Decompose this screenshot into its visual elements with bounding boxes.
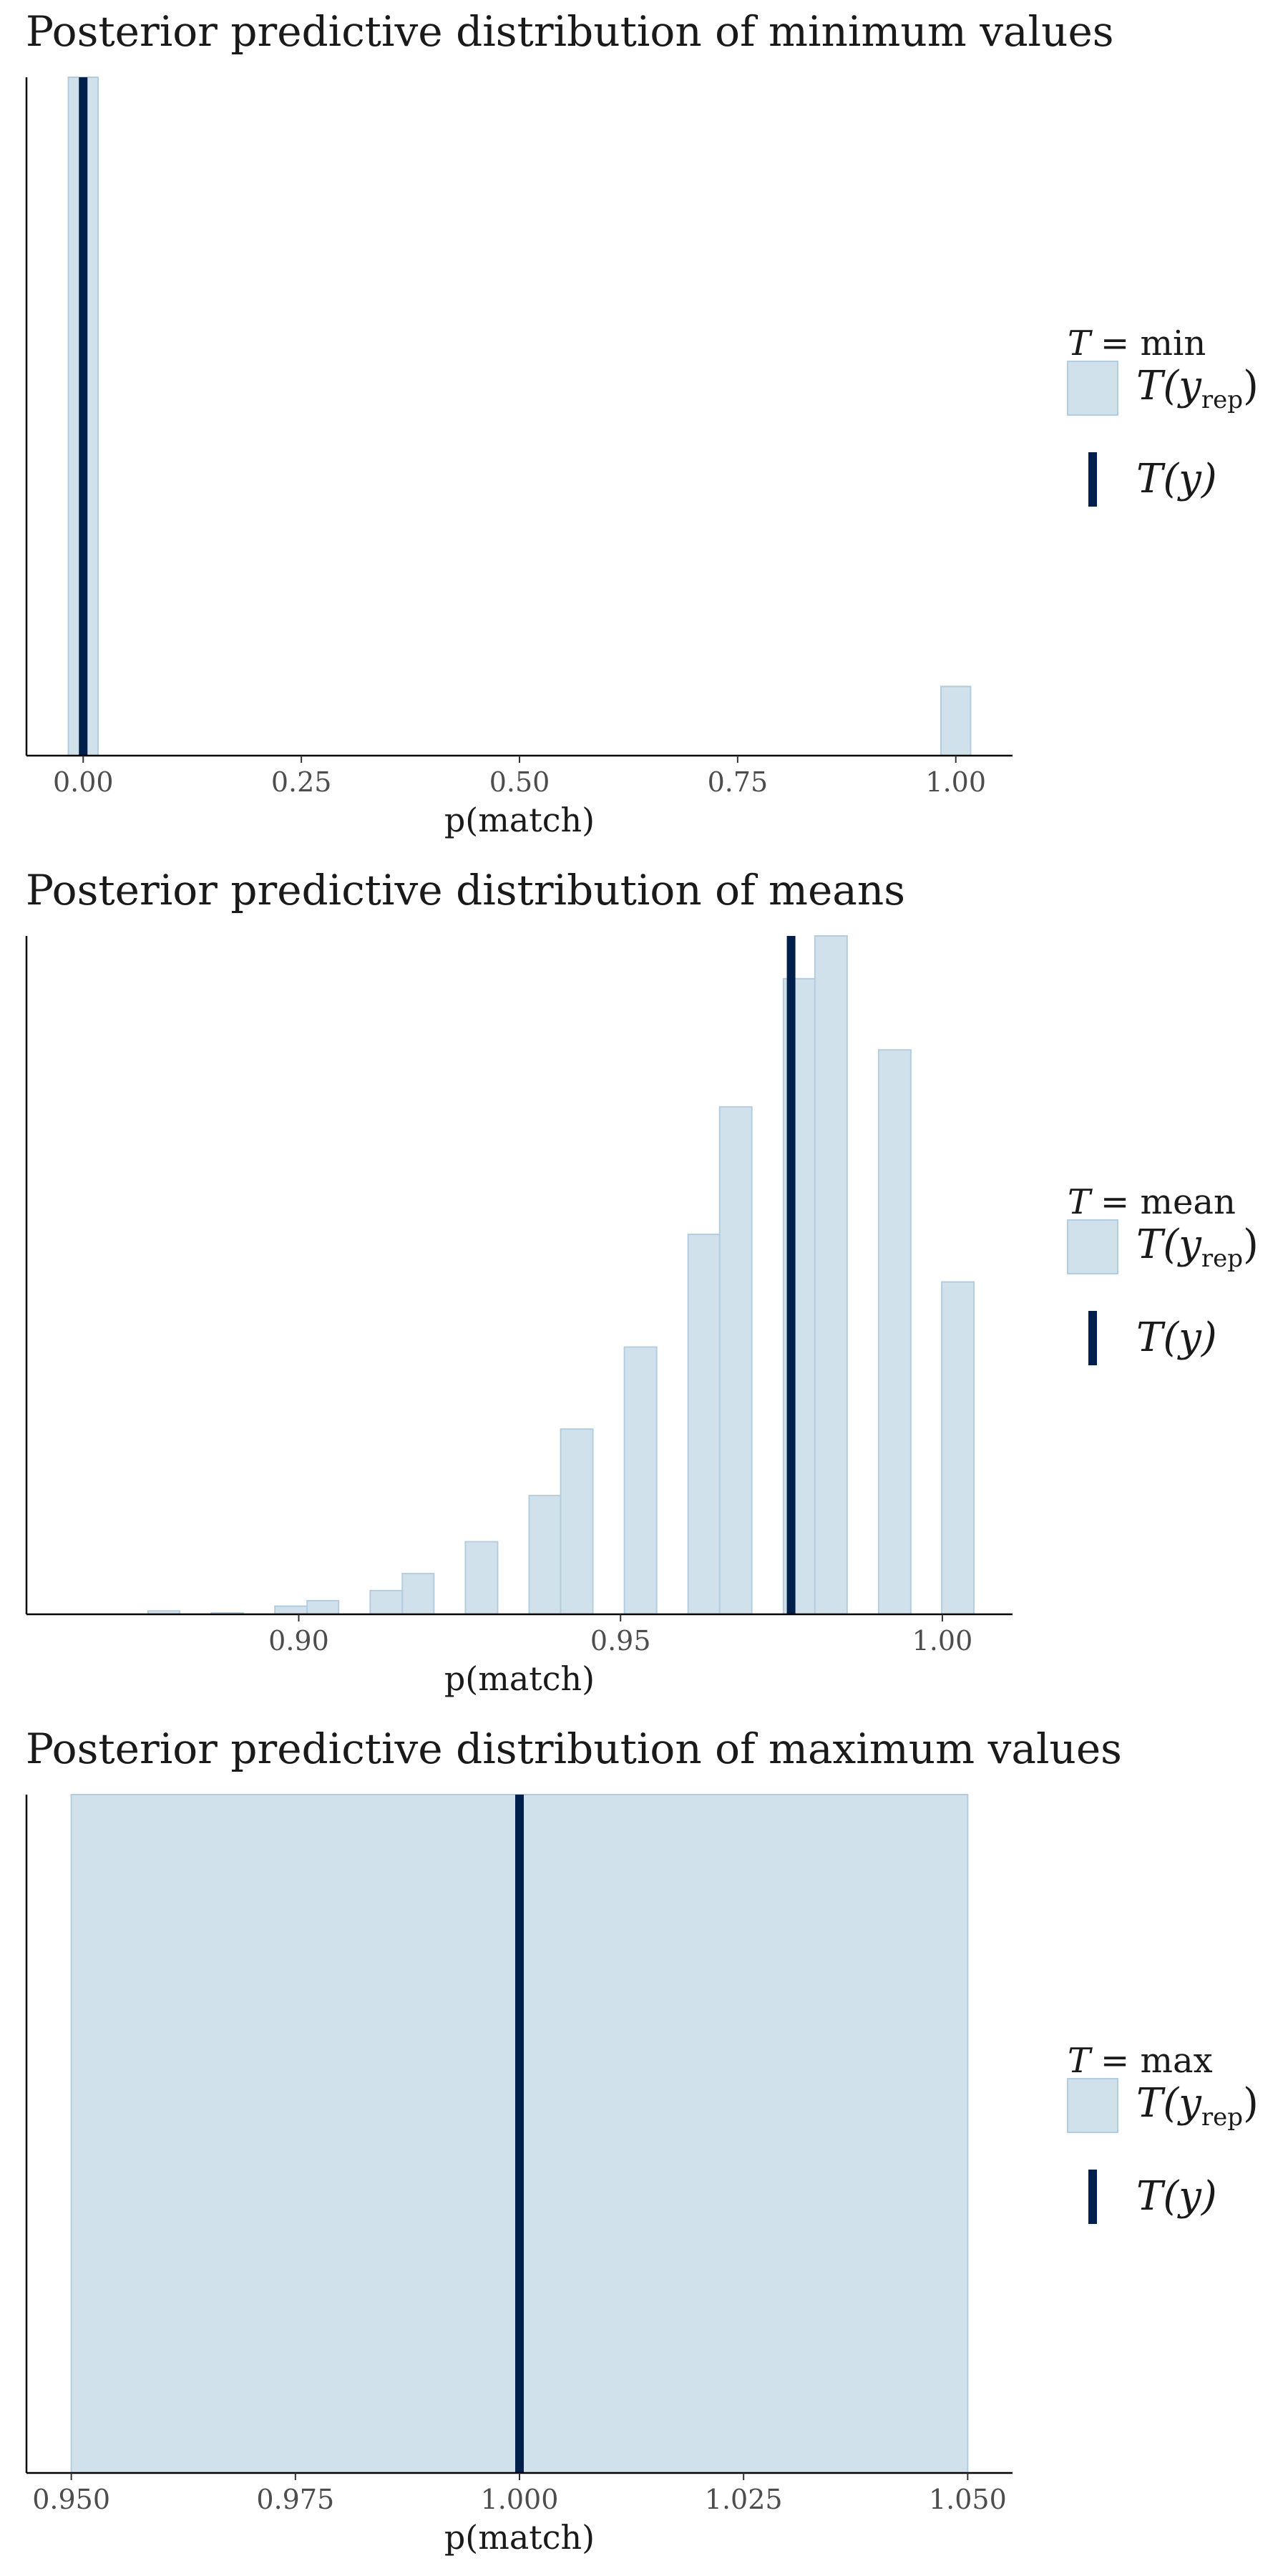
- x-tick-label: 0.950: [32, 2484, 110, 2515]
- legend-label-obs: T(y): [1136, 1314, 1217, 1361]
- legend-title: T = min: [1068, 323, 1206, 364]
- histogram-bar-9: [560, 1428, 594, 1615]
- x-axis-title: p(match): [444, 801, 595, 839]
- observed-group: [515, 1795, 524, 2473]
- legend-rep-text: T(y: [1136, 2080, 1202, 2127]
- histogram-bar-7: [464, 1541, 499, 1616]
- histogram-bar-16: [941, 1281, 975, 1615]
- histogram-bar-4: [306, 1600, 340, 1616]
- axes-group: [25, 77, 1013, 757]
- histogram-bar-14: [814, 935, 848, 1615]
- x-tick-label: 1.025: [705, 2484, 783, 2515]
- x-tick-label: 0.50: [489, 766, 550, 798]
- legend-label-rep: T(yrep): [1136, 1221, 1259, 1273]
- legend-title-var: T: [1068, 2041, 1093, 2081]
- legend-title-eq: = max: [1101, 2041, 1213, 2081]
- panel-means: Posterior predictive distribution of mea…: [0, 859, 1288, 1717]
- xtick-group: 0.00 0.25 0.50 0.75 1.00: [53, 756, 986, 798]
- histogram-bar-2: [940, 686, 972, 757]
- legend: T = mean T(yrep) T(y): [1067, 1182, 1259, 1365]
- legend-rep-sub: rep: [1201, 1244, 1243, 1273]
- axes-group: [25, 936, 1013, 1616]
- chart-title: Posterior predictive distribution of min…: [26, 7, 1114, 56]
- x-axis-title: p(match): [444, 2518, 595, 2557]
- panel-maximum: Posterior predictive distribution of max…: [0, 1717, 1288, 2576]
- bars-group: [147, 935, 975, 1616]
- legend-label-rep: T(yrep): [1136, 363, 1259, 414]
- histogram-bar-11: [687, 1234, 721, 1615]
- legend-label-obs: T(y): [1136, 2173, 1217, 2220]
- legend-rep-sub: rep: [1201, 386, 1243, 414]
- histogram-bar-5: [369, 1589, 404, 1616]
- observed-statistic-line: [786, 936, 796, 1614]
- x-tick-label: 0.25: [271, 766, 332, 798]
- x-tick-label: 1.050: [929, 2484, 1007, 2515]
- legend-rep-text: T(y: [1136, 1221, 1202, 1268]
- histogram-bar-8: [528, 1495, 562, 1615]
- legend-swatch-rep: [1067, 2078, 1118, 2133]
- legend-rep-close: ): [1243, 2080, 1259, 2127]
- observed-group: [79, 77, 88, 756]
- x-tick-label: 0.00: [53, 766, 114, 798]
- x-tick-label: 0.975: [256, 2484, 334, 2515]
- x-tick-label: 1.00: [925, 766, 986, 798]
- legend-rep-text: T(y: [1136, 363, 1202, 409]
- legend-label-rep: T(yrep): [1136, 2080, 1259, 2132]
- observed-statistic-line: [79, 77, 88, 756]
- x-tick-label: 0.90: [268, 1625, 329, 1657]
- bars-group: [67, 77, 972, 757]
- xtick-group: 0.90 0.95 1.00: [268, 1614, 972, 1657]
- chart-minimum: Posterior predictive distribution of min…: [25, 7, 1259, 839]
- legend-swatch-rep: [1067, 1219, 1118, 1274]
- legend-swatch-obs: [1088, 2170, 1097, 2224]
- legend-swatch-obs: [1088, 452, 1097, 507]
- legend-title: T = mean: [1068, 1182, 1236, 1222]
- chart-title: Posterior predictive distribution of mea…: [26, 866, 905, 914]
- x-axis-title: p(match): [444, 1659, 595, 1698]
- legend-title-var: T: [1068, 323, 1093, 364]
- legend-rep-close: ): [1243, 1221, 1259, 1268]
- legend: T = min T(yrep) T(y): [1067, 323, 1259, 507]
- observed-statistic-line: [515, 1795, 524, 2473]
- legend-swatch-obs: [1088, 1311, 1097, 1365]
- x-tick-label: 1.000: [481, 2484, 559, 2515]
- observed-group: [786, 936, 796, 1614]
- legend: T = max T(yrep) T(y): [1067, 2041, 1259, 2224]
- chart-means: Posterior predictive distribution of mea…: [25, 866, 1259, 1698]
- histogram-bar-12: [718, 1106, 753, 1615]
- xtick-group: 0.950 0.975 1.000 1.025 1.050: [32, 2473, 1007, 2515]
- x-tick-label: 0.95: [590, 1625, 651, 1657]
- legend-label-obs: T(y): [1136, 456, 1217, 502]
- legend-rep-sub: rep: [1201, 2103, 1243, 2132]
- x-tick-label: 0.75: [708, 766, 769, 798]
- legend-title-eq: = min: [1101, 323, 1206, 364]
- legend-rep-close: ): [1243, 363, 1259, 409]
- legend-swatch-rep: [1067, 361, 1118, 416]
- chart-maximum: Posterior predictive distribution of max…: [25, 1724, 1259, 2557]
- histogram-bar-15: [877, 1049, 912, 1616]
- legend-title: T = max: [1068, 2041, 1213, 2081]
- histogram-bar-3: [274, 1605, 308, 1616]
- legend-title-eq: = mean: [1101, 1182, 1236, 1222]
- legend-title-var: T: [1068, 1182, 1093, 1222]
- histogram-bar-10: [623, 1346, 658, 1615]
- x-tick-label: 1.00: [912, 1625, 973, 1657]
- panel-minimum: Posterior predictive distribution of min…: [0, 0, 1288, 859]
- histogram-bar-6: [401, 1573, 435, 1615]
- chart-title: Posterior predictive distribution of max…: [26, 1724, 1122, 1773]
